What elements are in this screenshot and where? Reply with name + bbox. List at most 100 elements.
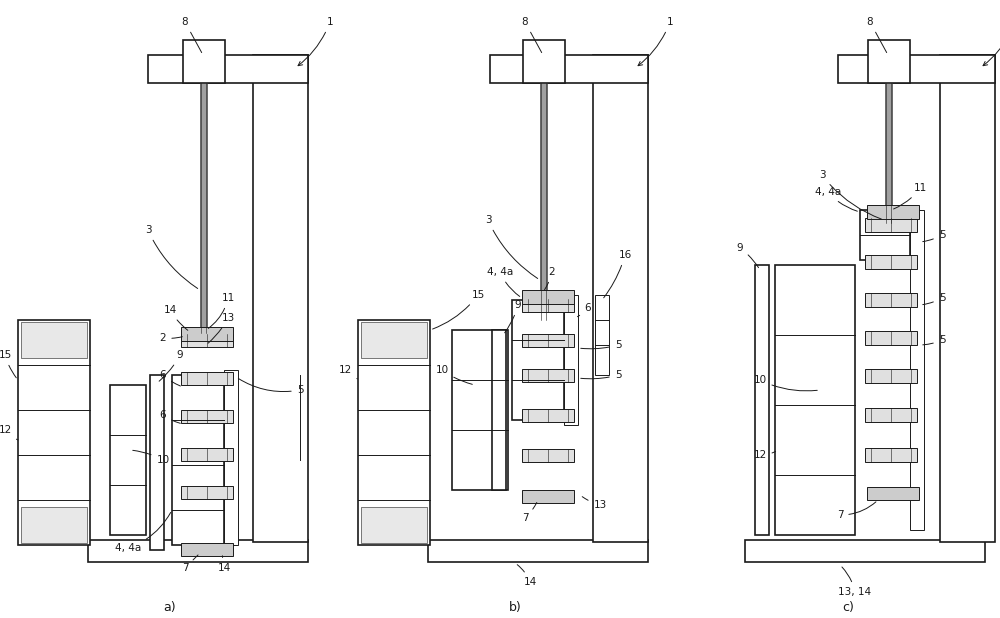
Text: 10: 10 [435,365,472,384]
Bar [428,540,648,562]
Bar [181,327,233,341]
Bar [865,293,917,307]
Text: 3: 3 [819,170,881,219]
Bar [200,83,207,333]
Bar [865,408,917,422]
Bar [595,295,609,375]
Text: 14: 14 [517,565,537,587]
Text: 12: 12 [753,450,776,460]
Bar [865,331,917,345]
Text: 16: 16 [604,250,632,298]
Text: 3: 3 [485,215,538,279]
Text: 2: 2 [160,333,182,343]
Bar [361,507,427,543]
Text: 15: 15 [433,290,485,329]
Text: 7: 7 [182,555,198,573]
Text: 4, 4a: 4, 4a [815,187,857,211]
Text: 11: 11 [894,183,927,209]
Text: 6: 6 [577,303,591,316]
Text: 13: 13 [208,313,235,343]
Bar [181,543,233,556]
Text: c): c) [842,601,854,614]
Text: 14: 14 [217,556,231,573]
Text: 9: 9 [159,350,183,381]
Text: 7: 7 [837,502,876,520]
Bar [21,322,87,358]
Bar [910,210,924,530]
Text: 1: 1 [298,17,333,66]
Text: b): b) [509,601,521,614]
Text: 5: 5 [923,293,945,305]
Bar [21,507,87,543]
Text: 5: 5 [923,230,945,242]
Text: 9: 9 [505,300,521,332]
Text: 5: 5 [581,340,621,350]
Text: 8: 8 [522,17,542,53]
Bar [361,322,427,358]
Bar [865,448,917,462]
Bar [755,265,769,535]
Bar [358,320,430,545]
Text: 5: 5 [923,335,945,345]
Bar [522,490,574,503]
Text: 12: 12 [0,425,18,440]
Bar [867,205,919,219]
Bar [253,55,308,542]
Text: 6: 6 [160,410,180,423]
Bar [181,486,233,499]
Bar [838,55,995,83]
Text: 7: 7 [522,502,537,523]
Bar [110,385,146,535]
Bar [868,40,910,83]
Bar [181,334,233,347]
Bar [512,300,564,420]
Bar [522,290,574,304]
Text: 4, 4a: 4, 4a [487,267,520,297]
Text: 10: 10 [753,375,817,391]
Bar [865,255,917,269]
Text: 5: 5 [238,378,303,395]
Text: 4, 4a: 4, 4a [115,512,171,553]
Text: 5: 5 [581,370,621,380]
Bar [172,375,224,545]
Bar [18,320,90,545]
Bar [181,371,233,384]
Bar [865,218,917,232]
Bar [181,447,233,460]
Bar [865,369,917,383]
Bar [564,295,578,425]
Bar [885,83,892,223]
Bar [183,40,225,83]
Bar [490,55,648,83]
Text: 13, 14: 13, 14 [838,567,872,597]
Bar [492,330,506,490]
Bar [523,40,565,83]
Bar [540,83,547,320]
Bar [522,449,574,462]
Text: 3: 3 [145,225,198,289]
Text: a): a) [164,601,176,614]
Text: 13: 13 [582,497,607,510]
Bar [593,55,648,542]
Text: 1: 1 [638,17,673,66]
Bar [860,210,910,260]
Bar [522,334,574,347]
Bar [940,55,995,542]
Text: 12: 12 [338,365,357,379]
Bar [452,330,508,490]
Text: 1: 1 [983,17,1000,66]
Bar [867,487,919,500]
Text: 15: 15 [0,350,16,378]
Text: 10: 10 [133,451,170,465]
Bar [150,375,164,550]
Text: 9: 9 [737,243,759,268]
Bar [522,408,574,421]
Bar [745,540,985,562]
Bar [224,370,238,545]
Bar [775,265,855,535]
Bar [88,540,308,562]
Bar [522,368,574,381]
Bar [522,298,574,311]
Text: 6: 6 [160,370,180,386]
Text: 2: 2 [545,267,555,290]
